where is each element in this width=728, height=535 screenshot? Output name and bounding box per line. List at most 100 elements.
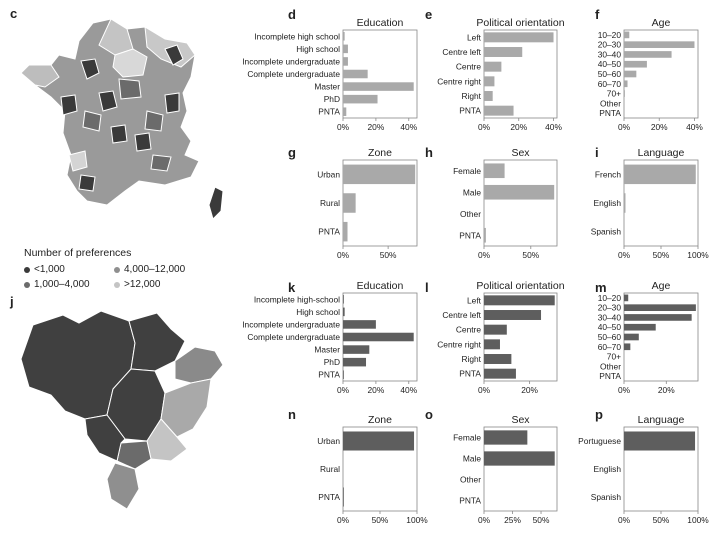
brazil-south (106, 462, 140, 510)
plot-frame (483, 292, 558, 382)
chart-title: Language (638, 414, 685, 426)
category-label: 60–70 (598, 79, 622, 89)
category-label: 40–50 (598, 322, 622, 332)
legend-label: <1,000 (34, 264, 65, 275)
category-label: Portuguese (578, 436, 621, 446)
bar (624, 90, 625, 97)
france-region-mid-3 (144, 110, 164, 132)
france-region-dark-5 (164, 92, 180, 114)
bar (343, 320, 376, 329)
legend-label: 4,000–12,000 (124, 264, 186, 275)
category-label: 20–30 (598, 40, 622, 50)
x-tick-label: 0% (337, 122, 350, 132)
category-label: French (595, 169, 621, 179)
category-label: Spanish (591, 492, 622, 502)
x-tick-label: 0% (478, 122, 491, 132)
category-label: 70+ (607, 352, 621, 362)
x-tick-label: 0% (337, 385, 350, 395)
category-label: 20–30 (598, 303, 622, 313)
x-tick-label: 20% (368, 385, 385, 395)
category-label: 30–40 (598, 49, 622, 59)
bar (624, 41, 695, 48)
panel-label-g: g (288, 145, 296, 160)
category-label: PhD (324, 357, 340, 367)
x-tick-label: 0% (618, 515, 631, 525)
category-label: 70+ (607, 89, 621, 99)
bar (343, 164, 416, 185)
bar (343, 345, 370, 354)
legend-item: 4,000–12,000 (114, 264, 185, 275)
x-tick-label: 0% (478, 385, 491, 395)
chart-l: l Political orientation Left Centre left Cen… (425, 280, 565, 395)
category-label: Master (314, 82, 340, 92)
category-label: PNTA (318, 107, 340, 117)
bar (624, 323, 656, 331)
x-tick-label: 50% (380, 250, 397, 260)
chart-m: m Age 10–2020–3030–4040–5050–6060–7070+Oth… (595, 280, 699, 395)
france-region-dark-4 (60, 94, 78, 116)
corsica (208, 186, 224, 220)
category-label: Incomplete high school (254, 31, 340, 41)
chart-i: i Language French English Spanish 0% 50% 100% (591, 145, 710, 260)
legend-item: >12,000 (114, 279, 160, 290)
bar (484, 310, 542, 320)
france-region-mid-4 (150, 154, 172, 172)
x-tick-label: 100% (687, 250, 709, 260)
category-label: Master (314, 345, 340, 355)
category-label: Other (460, 475, 481, 485)
bar (624, 164, 696, 185)
chart-title: Political orientation (476, 280, 564, 292)
category-label: PNTA (599, 108, 621, 118)
legend-title: Number of preferences (24, 247, 132, 259)
x-tick-label: 50% (533, 515, 550, 525)
category-label: 50–60 (598, 332, 622, 342)
category-label: 40–50 (598, 59, 622, 69)
legend-item: 1,000–4,000 (24, 279, 90, 290)
category-label: PNTA (459, 496, 481, 506)
category-label: Rural (320, 464, 340, 474)
france-map (20, 18, 224, 220)
x-tick-label: 20% (368, 122, 385, 132)
category-label: PNTA (459, 106, 481, 116)
category-label: English (594, 464, 622, 474)
chart-title: Education (357, 280, 404, 292)
category-label: Centre left (442, 310, 481, 320)
bar (343, 32, 345, 41)
x-tick-label: 0% (618, 122, 631, 132)
chart-g: g Zone Urban Rural PNTA 0% 50% (288, 145, 418, 260)
x-tick-label: 0% (337, 515, 350, 525)
category-label: 30–40 (598, 312, 622, 322)
category-label: PhD (324, 94, 340, 104)
category-label: Female (453, 166, 481, 176)
france-region-light-south (68, 150, 88, 172)
category-label: Other (600, 361, 621, 371)
chart-n: n Zone Urban Rural PNTA 0% 50% 100% (288, 407, 428, 525)
category-label: Incomplete high-school (254, 294, 340, 304)
chart-e: e Political orientation Left Centre left Cen… (425, 7, 565, 132)
x-tick-label: 20% (510, 122, 527, 132)
x-tick-label: 20% (658, 385, 675, 395)
bar (343, 107, 347, 116)
category-label: 10–20 (598, 293, 622, 303)
chart-title: Sex (511, 147, 530, 159)
category-label: Centre (456, 62, 481, 72)
chart-title: Sex (511, 414, 530, 426)
x-tick-label: 50% (653, 515, 670, 525)
bar (484, 430, 528, 445)
bar (624, 70, 637, 78)
brazil-coast-ne (174, 346, 224, 384)
category-label: High school (296, 44, 340, 54)
bar (484, 47, 523, 57)
category-label: English (594, 198, 622, 208)
category-label: PNTA (459, 369, 481, 379)
category-label: Complete undergraduate (247, 332, 340, 342)
x-tick-label: 0% (478, 250, 491, 260)
category-label: High school (296, 307, 340, 317)
x-tick-label: 0% (478, 515, 491, 525)
bar (484, 227, 486, 243)
bar (624, 51, 672, 58)
panel-label-p: p (595, 407, 603, 422)
panel-label-n: n (288, 407, 296, 422)
brazil-map (20, 310, 224, 510)
